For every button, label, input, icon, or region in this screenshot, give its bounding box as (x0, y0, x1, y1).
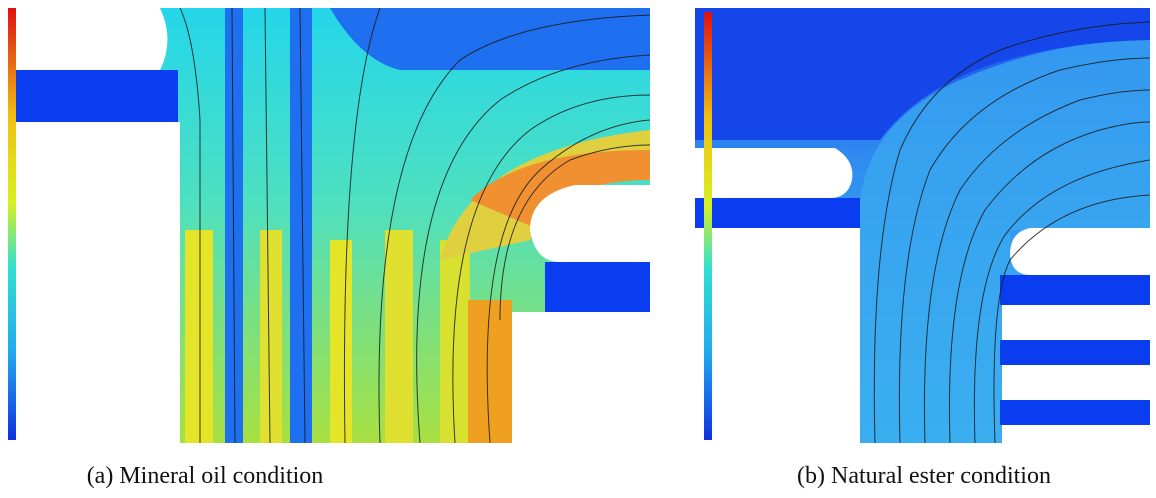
panel-b-image (695, 8, 1150, 443)
panel-a-image (8, 8, 650, 443)
caption: (a) Mineral oil condition (87, 463, 324, 489)
caption: (b) Natural ester condition (797, 463, 1051, 489)
